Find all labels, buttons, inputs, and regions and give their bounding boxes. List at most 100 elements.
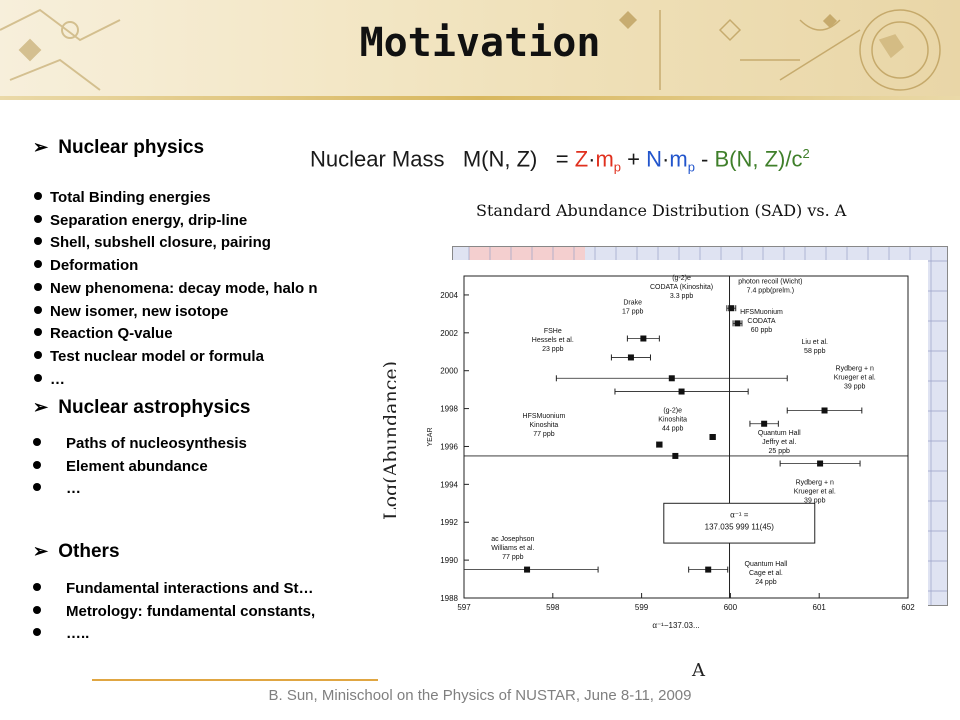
bullet-icon xyxy=(34,260,42,269)
list-item: Deformation xyxy=(34,255,318,278)
formula-lhs: M(N, Z) xyxy=(462,146,538,172)
sad-figure-title: Standard Abundance Distribution (SAD) vs… xyxy=(476,201,847,220)
annotation-text: Hessels et al. xyxy=(532,337,574,344)
section-heading: Nuclear physics xyxy=(58,137,205,158)
title-banner: Motivation xyxy=(0,0,960,100)
annotation-text: ac Josephson xyxy=(491,536,534,543)
list-item: Test nuclear model or formula xyxy=(34,346,318,369)
list-item: … xyxy=(33,478,247,501)
y-tick-label: 1988 xyxy=(440,594,458,603)
annotation-text: Krueger et al. xyxy=(794,488,836,495)
bullet-icon xyxy=(33,460,41,469)
data-point xyxy=(821,407,828,414)
list-item: Metrology: fundamental constants, xyxy=(33,601,315,624)
list-item: Paths of nucleosynthesis xyxy=(33,433,247,456)
arrow-bullet-icon: ➢ xyxy=(33,397,49,417)
list-item: Reaction Q-value xyxy=(34,323,318,346)
annotation-text: 39 ppb xyxy=(804,497,826,504)
y-tick-label: 1994 xyxy=(440,480,458,489)
annotation-text: Kinoshita xyxy=(530,422,559,429)
section-nuclear-astrophysics-heading: ➢ Nuclear astrophysics xyxy=(33,397,250,419)
arrow-bullet-icon: ➢ xyxy=(33,541,49,561)
list-item: New phenomena: decay mode, halo n xyxy=(34,278,318,301)
annotation-text: Rydberg + n xyxy=(796,479,834,486)
nuclear-mass-formula: Nuclear Mass M(N, Z) = Z·mp + N·mp - B(N… xyxy=(310,146,810,175)
annotation-text: HFSMuonium xyxy=(740,309,783,316)
data-point xyxy=(524,566,531,573)
bullet-icon xyxy=(34,373,42,382)
y-tick-label: 2000 xyxy=(440,367,458,376)
annotation-text: 23 ppb xyxy=(542,346,564,353)
list-item: Fundamental interactions and St… xyxy=(33,578,315,601)
y-tick-label: 1996 xyxy=(440,442,458,451)
bullet-icon xyxy=(34,350,42,359)
annotation-text: Cage et al. xyxy=(749,570,783,577)
result-box-line: α⁻¹ = xyxy=(730,510,749,519)
x-tick-label: 600 xyxy=(724,603,738,612)
annotation-text: 17 ppb xyxy=(622,308,644,315)
annotation-text: FSHe xyxy=(544,328,562,335)
list-item: Total Binding energies xyxy=(34,187,318,210)
y-tick-label: 2004 xyxy=(440,291,458,300)
x-tick-label: 601 xyxy=(813,603,827,612)
bullet-icon xyxy=(34,192,42,200)
formula-label: Nuclear Mass xyxy=(310,146,445,172)
data-point xyxy=(627,354,634,361)
annotation-text: 7.4 ppb(prelm.) xyxy=(747,288,794,295)
y-axis-label: YEAR xyxy=(427,427,434,446)
plot-frame xyxy=(463,275,909,599)
result-box xyxy=(663,502,816,544)
x-tick-label: 602 xyxy=(901,603,915,612)
x-tick-label: 597 xyxy=(457,603,471,612)
annotation-text: Liu et al. xyxy=(802,339,829,346)
annotation-text: 39 ppb xyxy=(844,384,866,391)
section-heading: Others xyxy=(58,541,120,562)
annotation-text: (g-2)e xyxy=(663,407,682,414)
annotation-text: 60 ppb xyxy=(751,327,773,334)
bullet-icon xyxy=(33,483,41,491)
nuclear-astrophysics-list: Paths of nucleosynthesis Element abundan… xyxy=(33,433,247,501)
data-point xyxy=(668,375,675,382)
bullet-icon xyxy=(34,282,42,291)
section-nuclear-physics-heading: ➢ Nuclear physics xyxy=(33,137,204,159)
data-point xyxy=(709,434,716,440)
annotation-text: Williams et al. xyxy=(491,545,534,552)
data-point xyxy=(817,460,824,467)
bullet-icon xyxy=(34,237,42,246)
bullet-icon xyxy=(34,214,42,223)
annotation-text: Quantum Hall xyxy=(758,430,801,437)
result-box-line: 137.035 999 11(45) xyxy=(705,522,775,531)
banner-left-decoration xyxy=(0,8,121,91)
bullet-icon xyxy=(33,628,41,636)
data-point xyxy=(640,335,647,342)
y-tick-label: 1990 xyxy=(440,556,458,565)
alpha-measurements-chart: 597 598 599 600 601 602 1988 1990 1992 1994 1996 19… xyxy=(396,260,928,638)
section-heading: Nuclear astrophysics xyxy=(58,397,251,418)
list-item: Separation energy, drip-line xyxy=(34,210,318,233)
formula-n: N xyxy=(646,146,663,172)
formula-binding: B(N, Z)/c xyxy=(714,146,803,172)
data-point xyxy=(705,566,712,573)
annotation-text: CODATA (Kinoshita) xyxy=(650,284,713,291)
annotation-text: Jeffry et al. xyxy=(762,439,796,446)
others-list: Fundamental interactions and St… Metrolo… xyxy=(33,578,315,646)
section-others-heading: ➢ Others xyxy=(33,541,120,563)
annotation-text: 25 ppb xyxy=(769,448,791,455)
annotation-text: CODATA xyxy=(747,318,775,325)
annotation-text: 3.3 ppb xyxy=(670,293,693,300)
sad-x-axis-label: A xyxy=(692,660,705,681)
annotation-text: (g-2)e xyxy=(672,275,691,282)
bullet-icon xyxy=(34,328,42,337)
annotation-text: Kinoshita xyxy=(658,416,687,423)
list-item: ….. xyxy=(33,623,315,646)
list-item: New isomer, new isotope xyxy=(34,301,318,324)
bullet-icon xyxy=(33,605,41,614)
bullet-icon xyxy=(33,438,41,446)
x-tick-label: 599 xyxy=(635,603,649,612)
data-point xyxy=(734,320,741,327)
data-point xyxy=(728,305,735,312)
banner-right-decoration xyxy=(618,9,941,91)
data-point xyxy=(678,388,685,395)
annotation-text: 44 ppb xyxy=(662,425,684,432)
slide-title: Motivation xyxy=(359,20,601,66)
